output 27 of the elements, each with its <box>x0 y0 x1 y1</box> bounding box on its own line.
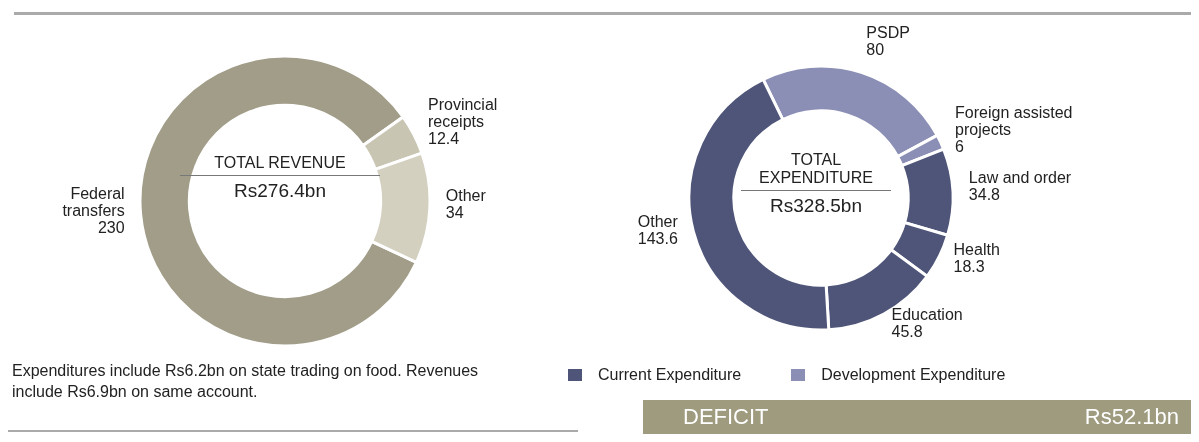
data-label: 12.4 <box>427 130 460 148</box>
slice-label: Provincial receipts <box>427 96 498 131</box>
text: TOTAL REVENUE <box>180 154 380 176</box>
data-label: 18.3 <box>953 258 985 276</box>
data-label: 45.8 <box>891 322 923 340</box>
text: TOTAL EXPENDITURE <box>741 151 891 191</box>
data-label: 230 <box>97 218 125 236</box>
data-label: 80 <box>866 41 885 59</box>
data-label: 143.6 <box>637 230 678 248</box>
slice-label: Foreign assisted projects <box>955 104 1073 139</box>
slice-label: Federal transfers <box>62 184 125 219</box>
text: Expenditures include Rs6.2bn on state trading on food. Revenues include Rs6.9bn on same account. <box>12 361 480 402</box>
slice-label: Other <box>445 186 487 204</box>
text: Rs276.4bn <box>233 180 327 202</box>
data-label: 34 <box>445 203 464 221</box>
text: Development Expenditure <box>821 366 1006 384</box>
slice-label: PSDP <box>866 24 910 42</box>
text: DEFICIT <box>683 404 769 430</box>
text: Rs328.5bn <box>769 195 863 217</box>
slice-label: Law and order <box>968 168 1072 186</box>
text: Rs52.1bn <box>1084 404 1179 430</box>
data-label: 34.8 <box>968 185 1001 203</box>
data-label: 6 <box>955 138 965 156</box>
slice-label: Other <box>637 213 679 231</box>
text: Current Expenditure <box>598 366 742 384</box>
slice-label: Education <box>891 305 963 323</box>
slice-label: Health <box>953 241 1000 259</box>
